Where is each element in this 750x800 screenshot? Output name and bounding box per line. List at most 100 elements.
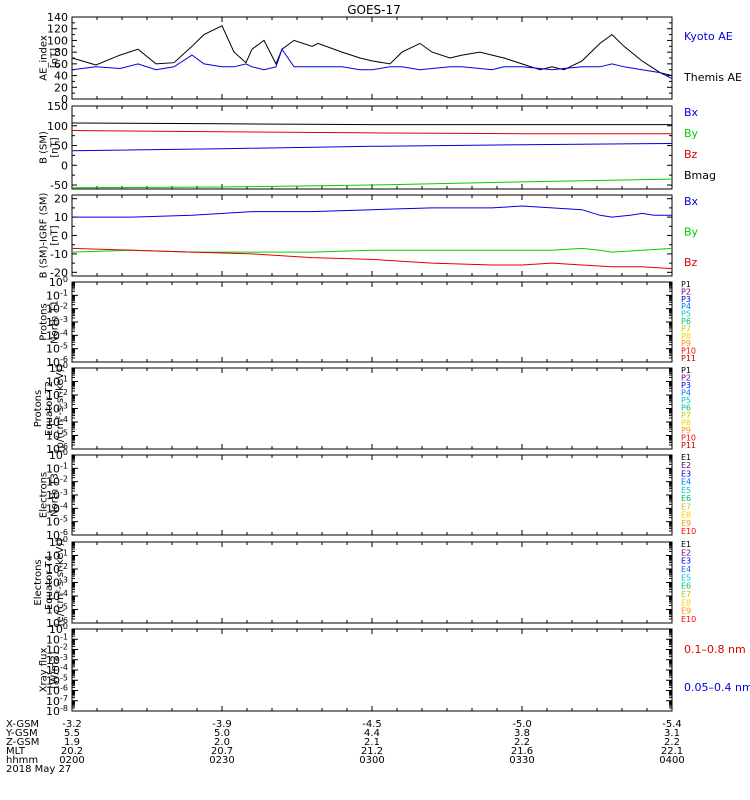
- legend-entry: P2: [681, 287, 691, 296]
- y-tick-label: 10: [54, 211, 68, 224]
- legend-entry: E9: [681, 607, 691, 616]
- legend-entry: P5: [681, 310, 691, 319]
- footer-value: -4.5: [362, 719, 382, 730]
- footer-value: 2.0: [214, 737, 230, 748]
- chart-panel: -50 0 50 100 150 B (SM) [nT] Bx By Bz Bmag: [39, 100, 717, 192]
- footer-row-label: X-GSM: [6, 719, 39, 730]
- footer-row-label: Z-GSM: [6, 737, 39, 748]
- y-axis-label: B (SM) [nT]: [39, 131, 61, 164]
- legend-entry: P6: [681, 317, 691, 326]
- legend-entry: 0.05–0.4 nm: [684, 681, 750, 694]
- y-axis-label-line: [nT]: [50, 225, 61, 245]
- legend-entry: P10: [681, 434, 696, 443]
- legend-entry: P2: [681, 374, 691, 383]
- y-tick-label: 0: [61, 230, 68, 243]
- series-line: [71, 48, 673, 79]
- footer-value: 0330: [509, 755, 534, 766]
- y-axis-label-line: [W/m2]: [50, 651, 61, 688]
- series-line: [71, 247, 673, 253]
- legend-entry: Bmag: [684, 169, 716, 182]
- y-axis-label-line: Xray flux: [39, 648, 50, 693]
- legend-entry: P3: [681, 295, 691, 304]
- legend-entry: Bz: [684, 148, 698, 161]
- legend-entry: E6: [681, 494, 691, 503]
- footer-row-label: Y-GSM: [5, 728, 38, 739]
- footer-value: 5.0: [214, 728, 230, 739]
- legend-entry: P7: [681, 411, 691, 420]
- legend-entry: P11: [681, 441, 696, 450]
- series-line: [71, 130, 672, 135]
- y-tick-label: 0: [61, 93, 68, 106]
- y-axis-label-line: North T1: [50, 300, 61, 344]
- legend-entry: E10: [681, 527, 696, 536]
- legend-entry: E6: [681, 582, 691, 591]
- y-axis-label-line: [nT]: [50, 137, 61, 157]
- y-axis-label-line: Protons: [39, 303, 50, 340]
- y-tick-label: 20: [54, 193, 68, 206]
- panel-frame: [71, 105, 673, 190]
- footer-row-label: 2018 May 27: [6, 764, 71, 775]
- y-axis-label-line: [e/(cm²-s-sr-keV)]: [55, 539, 66, 627]
- panel-frame: [71, 367, 673, 450]
- y-tick-label: 60: [54, 58, 68, 71]
- footer-value: 5.5: [64, 728, 80, 739]
- legend-entry: P9: [681, 426, 691, 435]
- y-axis-label-line: B (SM)-IGRF (SM): [39, 193, 50, 279]
- footer-value: 0400: [659, 755, 684, 766]
- legend-entry: E9: [681, 519, 691, 528]
- legend-entry: P4: [681, 389, 691, 398]
- legend-entry: E4: [681, 478, 691, 487]
- footer-value: 21.6: [511, 746, 533, 757]
- legend-entry: Kyoto AE: [684, 30, 733, 43]
- footer-value: 20.2: [61, 746, 83, 757]
- legend-entry: Bz: [684, 256, 698, 269]
- legend-entry: P3: [681, 381, 691, 390]
- legend-entry: P1: [681, 280, 691, 289]
- footer-value: 3.8: [514, 728, 530, 739]
- legend-entry: By: [684, 127, 699, 140]
- legend-entry: E10: [681, 615, 696, 624]
- y-tick-label: 80: [54, 46, 68, 59]
- series-line: [71, 178, 673, 189]
- footer-value: -3.2: [62, 719, 82, 730]
- legend-entry: P1: [681, 366, 691, 375]
- legend-entry: E3: [681, 469, 691, 478]
- legend-entry: P6: [681, 404, 691, 413]
- footer-value: 0230: [209, 755, 234, 766]
- y-axis-label-line: Electrons: [33, 559, 44, 605]
- panel-frame: [71, 281, 673, 363]
- y-axis-label-line: Protons: [33, 390, 44, 427]
- footer-value: 0200: [59, 755, 84, 766]
- y-tick-label: 150: [47, 100, 68, 113]
- y-axis-label-line: North T3: [50, 473, 61, 517]
- legend-entry: E7: [681, 502, 691, 511]
- footer-value: 2.2: [514, 737, 530, 748]
- footer-value: 21.2: [361, 746, 383, 757]
- y-axis-label: AE_index [nT]: [39, 35, 61, 81]
- y-tick-label: -20: [50, 266, 68, 279]
- legend-entry: P10: [681, 347, 696, 356]
- panel-frame: [71, 194, 673, 277]
- y-axis-label-line: AE_index: [39, 35, 50, 81]
- legend-entry: P8: [681, 419, 691, 428]
- y-tick-label: 0: [61, 159, 68, 172]
- y-tick-label: 100: [47, 120, 68, 133]
- footer-value: 4.4: [364, 728, 380, 739]
- y-axis-label-line: Equator T4: [44, 555, 55, 610]
- legend-entry: P7: [681, 324, 691, 333]
- footer-value: -3.9: [212, 719, 232, 730]
- y-tick-label: 100: [49, 448, 68, 462]
- legend-entry: E7: [681, 590, 691, 599]
- legend-entry: P8: [681, 332, 691, 341]
- legend-entry: E4: [681, 565, 691, 574]
- series-line: [72, 205, 672, 218]
- y-axis-label: Protons North T1: [39, 300, 61, 344]
- footer-value: 2.1: [364, 737, 380, 748]
- legend-entry: E5: [681, 486, 691, 495]
- legend-entry: E2: [681, 461, 691, 470]
